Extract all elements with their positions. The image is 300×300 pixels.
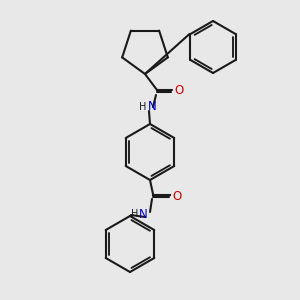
Text: H: H xyxy=(131,209,139,219)
Text: O: O xyxy=(172,190,182,203)
Text: O: O xyxy=(174,85,184,98)
Text: N: N xyxy=(148,100,156,113)
Text: N: N xyxy=(139,208,147,220)
Text: H: H xyxy=(139,102,147,112)
